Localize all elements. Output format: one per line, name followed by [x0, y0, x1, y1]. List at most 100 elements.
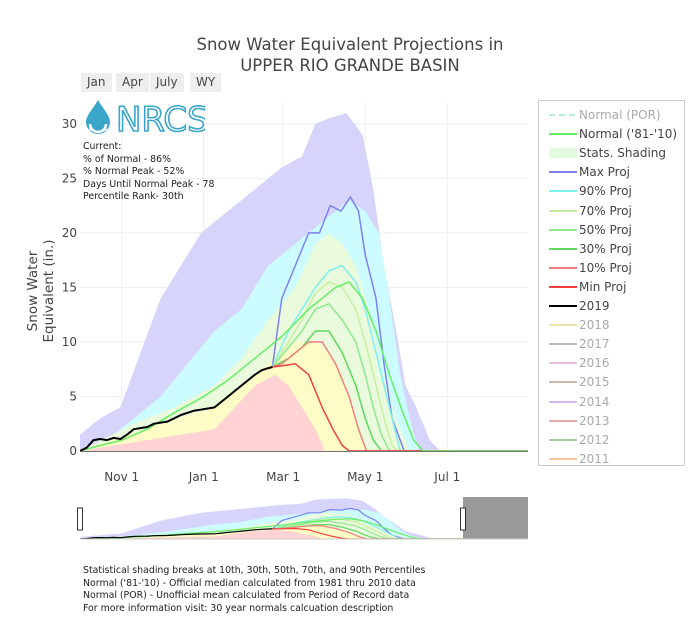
legend-item[interactable]: 2011	[539, 451, 684, 467]
stats-shading	[80, 112, 528, 451]
y-axis-label: Snow Water Equivalent (in.)	[25, 239, 57, 343]
legend-swatch	[549, 114, 577, 116]
nrcs-logo: NRCS	[80, 98, 209, 142]
legend-swatch	[549, 148, 577, 159]
axes: 0 5 10 15 20 25 30 Nov 1 Jan 1 Mar 1 May 1 Jul 1	[62, 117, 461, 484]
legend-label: 2014	[579, 394, 610, 409]
slider-mask	[463, 497, 528, 539]
legend-swatch	[549, 362, 577, 365]
legend-swatch	[549, 171, 577, 174]
x-tick-label: Mar 1	[266, 470, 300, 484]
range-button-apr[interactable]: Apr	[116, 73, 149, 92]
y-tick-label: 5	[69, 389, 77, 403]
current-stats: Current:% of Normal - 86%% Normal Peak -…	[83, 141, 214, 204]
legend-item[interactable]: 90% Proj	[539, 183, 684, 199]
x-tick-label: Jan 1	[188, 470, 219, 484]
nav-shade-p30	[80, 525, 528, 539]
legend-item[interactable]: Max Proj	[539, 164, 684, 180]
legend-swatch	[549, 305, 577, 307]
legend-item[interactable]: 2019	[539, 298, 684, 314]
legend-swatch	[549, 190, 577, 193]
info-percent-normal: % of Normal - 86%	[83, 153, 172, 165]
legend-swatch	[549, 324, 577, 327]
legend-item[interactable]: 2014	[539, 394, 684, 410]
legend-item[interactable]: 70% Proj	[539, 203, 684, 219]
range-button-july[interactable]: July	[150, 73, 184, 92]
legend-label: 2016	[579, 356, 610, 371]
legend-label: 2012	[579, 432, 610, 447]
legend-label: 50% Proj	[579, 222, 632, 237]
legend-swatch-fill	[549, 148, 577, 159]
legend-item[interactable]: 2013	[539, 413, 684, 429]
legend-label: Normal ('81-'10)	[579, 127, 678, 142]
line-50-proj	[271, 303, 528, 451]
y-tick-label: 25	[62, 171, 77, 185]
svg-text:NRCS: NRCS	[116, 100, 205, 138]
footnotes: Statistical shading breaks at 10th, 30th…	[83, 565, 425, 615]
range-button-jan[interactable]: Jan	[81, 73, 112, 92]
range-button-wy[interactable]: WY	[190, 73, 222, 92]
shade-p10	[80, 374, 528, 451]
legend-label: 2013	[579, 413, 610, 428]
legend-label: Normal (POR)	[579, 108, 661, 122]
nav-line	[272, 525, 528, 539]
legend-item[interactable]: 30% Proj	[539, 241, 684, 257]
nav-shade-p10	[80, 529, 528, 539]
legend-label: 10% Proj	[579, 260, 632, 275]
nav-line	[272, 520, 528, 539]
info-percentile-rank: Percentile Rank- 30th	[83, 191, 184, 203]
legend-swatch	[549, 228, 577, 231]
line-normal-81-10	[80, 281, 528, 451]
legend-label: 70% Proj	[579, 203, 632, 218]
legend-item[interactable]: 50% Proj	[539, 222, 684, 238]
legend-item[interactable]: 2017	[539, 336, 684, 352]
legend-item[interactable]: 2016	[539, 355, 684, 371]
legend-label: Min Proj	[579, 279, 627, 294]
legend-swatch	[549, 285, 577, 288]
legend-label: 90% Proj	[579, 184, 632, 199]
slider-handle-right	[460, 507, 466, 531]
legend-swatch	[549, 381, 577, 384]
legend-label: 2015	[579, 375, 610, 390]
line-max-proj	[271, 196, 528, 451]
legend-item[interactable]: Min Proj	[539, 279, 684, 295]
legend-label: 30% Proj	[579, 241, 632, 256]
y-tick-label: 10	[62, 335, 77, 349]
info-days-until-peak: Days Until Normal Peak - 78	[83, 178, 215, 190]
legend-item[interactable]: 2015	[539, 374, 684, 390]
slider-handle-left	[77, 507, 83, 531]
legend-label: 2011	[579, 451, 610, 466]
info-percent-normal-peak: % Normal Peak - 52%	[83, 166, 185, 178]
legend-swatch	[549, 247, 577, 250]
legend-swatch	[549, 209, 577, 212]
chart-title: Snow Water Equivalent Projections in UPP…	[150, 34, 550, 76]
x-tick-label: Jul 1	[433, 470, 460, 484]
legend-label: Stats. Shading	[579, 146, 667, 161]
line-10-proj	[272, 341, 528, 451]
legend-item[interactable]: Normal (POR)	[539, 107, 684, 123]
title-line-1: Snow Water Equivalent Projections in	[196, 35, 504, 54]
y-tick-label: 15	[62, 280, 77, 294]
legend-item[interactable]: 2012	[539, 432, 684, 448]
legend-item[interactable]: Normal ('81-'10)	[539, 126, 684, 142]
legend-item[interactable]: 2018	[539, 317, 684, 333]
footnote-more-info[interactable]: For more information visit: 30 year norm…	[83, 602, 394, 614]
info-current: Current:	[83, 141, 122, 152]
legend-swatch	[549, 343, 577, 346]
legend-swatch	[549, 400, 577, 403]
legend-swatch	[549, 133, 577, 136]
line-min-proj	[272, 363, 528, 451]
x-tick-label: May 1	[347, 470, 383, 484]
legend-item[interactable]: Stats. Shading	[539, 145, 684, 161]
legend-swatch	[549, 266, 577, 269]
legend-swatch	[549, 457, 577, 460]
nav-line	[80, 528, 273, 539]
legend-item[interactable]: 10% Proj	[539, 260, 684, 276]
legend-swatch	[549, 438, 577, 441]
footnote-normal-por: Normal (POR) - Unofficial mean calculate…	[83, 590, 410, 601]
line-90-proj	[271, 264, 528, 451]
legend-label: 2019	[579, 299, 610, 313]
range-slider[interactable]	[77, 497, 529, 540]
legend: Normal (POR) Normal ('81-'10) Stats. Shadi…	[538, 100, 685, 466]
